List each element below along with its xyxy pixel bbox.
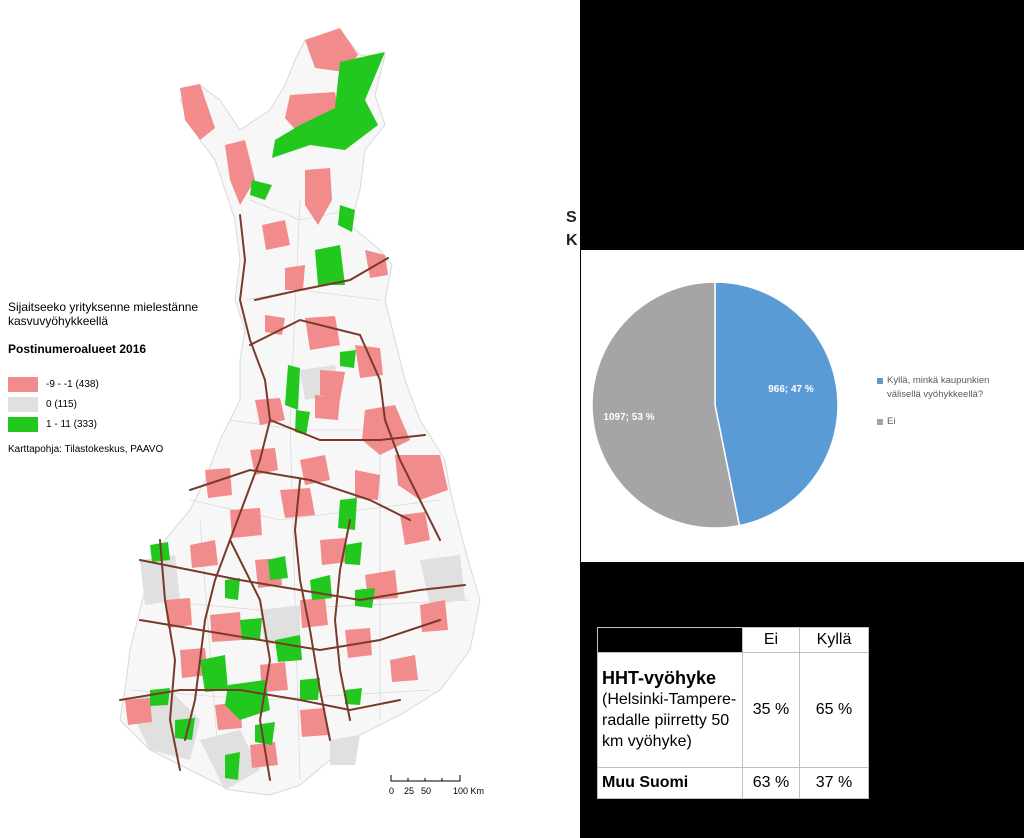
pie-legend-item-yes: Kyllä, minkä kaupunkien välisellä vyöhyk…	[877, 374, 1017, 402]
pie-data-label-yes: 966; 47 %	[768, 384, 814, 395]
legend-item-negative: -9 - -1 (438)	[8, 374, 248, 394]
table-cell-kylla: 65 %	[799, 652, 869, 768]
table-header-ei: Ei	[742, 627, 800, 653]
pie-legend-marker-no	[877, 419, 883, 425]
pie-data-label-no: 1097; 53 %	[603, 412, 654, 423]
clipped-title-line2: K	[566, 232, 578, 249]
map-legend: Sijaitseeko yrityksenne mielestänne kasv…	[8, 300, 248, 455]
table-header-row: Ei Kyllä	[597, 627, 869, 653]
scale-label-0: 0	[389, 786, 395, 796]
clipped-title-line1: S	[566, 209, 577, 226]
comparison-table: Ei Kyllä HHT-vyöhyke (Helsinki-Tampere-r…	[597, 627, 869, 799]
clipped-title: S K	[566, 206, 578, 252]
table-cell-zone: Muu Suomi	[597, 767, 743, 799]
map-source: Karttapohja: Tilastokeskus, PAAVO	[8, 444, 164, 455]
legend-label-positive: 1 - 11 (333)	[46, 418, 97, 430]
pie-chart-panel: 966; 47 % 1097; 53 % Kyllä, minkä kaupunk…	[581, 250, 1024, 562]
table-row: Muu Suomi 63 % 37 %	[597, 767, 869, 799]
pie-legend-label-no: Ei	[887, 416, 896, 427]
legend-item-positive: 1 - 11 (333)	[8, 414, 248, 434]
legend-label-zero: 0 (115)	[46, 398, 77, 410]
pie-slice-no	[591, 281, 741, 529]
road-network	[119, 214, 466, 781]
pie-chart: 966; 47 % 1097; 53 %	[591, 281, 839, 529]
table-header-blank	[597, 627, 743, 653]
pie-legend-marker-yes	[877, 378, 883, 384]
zero-areas	[125, 365, 465, 790]
legend-swatch-zero	[8, 396, 38, 412]
pie-legend-label-yes: Kyllä, minkä kaupunkien välisellä vyöhyk…	[887, 375, 990, 400]
table-cell-ei: 35 %	[742, 652, 800, 768]
pie-slice-yes	[714, 281, 839, 527]
table-row: HHT-vyöhyke (Helsinki-Tampere-radalle pi…	[597, 652, 869, 768]
scale-bar: 0 25 50 100 Km	[388, 772, 498, 798]
finland-map-panel: Sijaitseeko yrityksenne mielestänne kasv…	[8, 28, 498, 798]
scale-label-100: 100 Km	[453, 786, 485, 796]
finland-map	[119, 28, 481, 796]
scale-label-50: 50	[421, 786, 432, 796]
table-row-title: Muu Suomi	[602, 774, 689, 791]
scale-label-25: 25	[404, 786, 415, 796]
pie-legend-item-no: Ei	[877, 415, 1017, 429]
table-cell-kylla: 37 %	[799, 767, 869, 799]
table-row-title: HHT-vyöhyke	[602, 668, 717, 688]
legend-question: Sijaitseeko yrityksenne mielestänne kasv…	[8, 300, 199, 328]
table-header-kylla: Kyllä	[799, 627, 869, 653]
legend-subtitle: Postinumeroalueet 2016	[8, 342, 147, 356]
legend-label-negative: -9 - -1 (438)	[46, 378, 99, 390]
scale-bar-graphic	[390, 775, 461, 782]
legend-swatch-positive	[8, 416, 38, 432]
table-row-description: (Helsinki-Tampere-radalle piirretty 50 k…	[602, 691, 737, 750]
table-cell-ei: 63 %	[742, 767, 800, 799]
pie-legend: Kyllä, minkä kaupunkien välisellä vyöhyk…	[877, 374, 1017, 442]
table-cell-zone: HHT-vyöhyke (Helsinki-Tampere-radalle pi…	[597, 652, 743, 768]
legend-item-zero: 0 (115)	[8, 394, 248, 414]
legend-swatch-negative	[8, 376, 38, 392]
